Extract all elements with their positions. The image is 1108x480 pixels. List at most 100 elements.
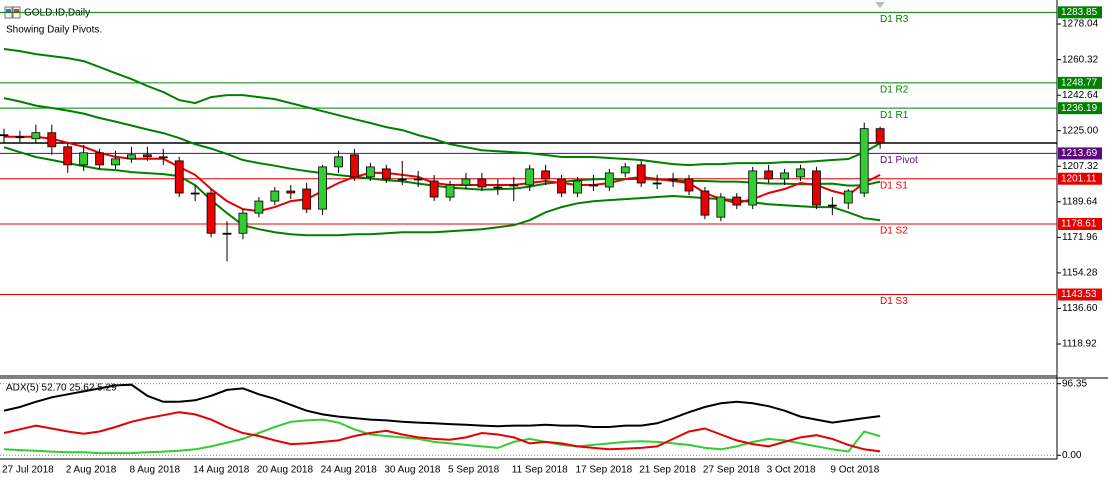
indicator-label: ADX(5) 52.70 25.62 5.29 (6, 383, 117, 394)
x-tick-label: 30 Aug 2018 (384, 465, 441, 476)
candle-body (365, 166, 375, 178)
candle-body (270, 190, 280, 202)
icon-part (14, 9, 19, 13)
indicator-line (3, 48, 881, 167)
price-box-label: 1201.11 (1061, 173, 1097, 184)
indicator-line (3, 383, 881, 428)
candle-body (732, 196, 742, 206)
x-tick-label: 14 Aug 2018 (193, 465, 250, 476)
candle-body (381, 168, 391, 180)
candle-body (859, 128, 869, 194)
candle-body (334, 156, 343, 168)
candle-body (477, 178, 487, 188)
price-box (1058, 76, 1102, 89)
x-tick-label: 2 Aug 2018 (66, 465, 117, 476)
candle-body (573, 180, 582, 194)
x-tick-label: 9 Oct 2018 (830, 465, 879, 476)
x-tick-label: 11 Sep 2018 (512, 465, 568, 476)
candle-body (302, 188, 312, 210)
candle-body (15, 136, 25, 139)
candle-body (764, 170, 774, 180)
y-tick-label: 1189.64 (1062, 196, 1098, 207)
price-box (1058, 217, 1102, 230)
candle-body (79, 152, 89, 166)
x-tick-label: 27 Sep 2018 (703, 465, 760, 476)
candle-body (604, 172, 614, 188)
x-tick-label: 27 Jul 2018 (2, 465, 54, 476)
y-tick-label: 1207.32 (1062, 161, 1099, 172)
candle-body (222, 232, 232, 235)
candle-body (127, 154, 136, 160)
price-box (1058, 172, 1102, 185)
candle-body (589, 184, 598, 187)
x-tick-label: 21 Sep 2018 (639, 465, 696, 476)
candle-body (350, 154, 359, 178)
price-box-label: 1213.69 (1061, 148, 1098, 159)
price-box (1058, 102, 1102, 115)
candle-body (700, 190, 710, 216)
pivot-label: D1 Pivot (880, 155, 918, 166)
candle-body (461, 178, 471, 186)
candle-body (843, 190, 853, 204)
x-tick-label: 17 Sep 2018 (575, 465, 632, 476)
candle-body (142, 154, 152, 158)
pivot-label: D1 S3 (880, 296, 908, 307)
price-box (1058, 288, 1102, 301)
pivot-label: D1 R2 (880, 85, 909, 96)
candle-body (668, 178, 678, 181)
candle-body (206, 192, 216, 234)
price-box-label: 1143.53 (1061, 289, 1097, 300)
pivot-label: D1 R1 (880, 110, 909, 121)
candle-body (31, 132, 41, 140)
candle-body (413, 178, 423, 181)
candle-body (445, 184, 455, 198)
candle-body (684, 178, 694, 192)
shift-marker (875, 2, 885, 8)
candle-body (557, 178, 566, 194)
candle-body (63, 146, 73, 166)
indicator-line (3, 97, 881, 191)
x-tick-label: 24 Aug 2018 (321, 465, 378, 476)
candle-body (636, 164, 646, 184)
chart-title: GOLD.ID,Daily (24, 8, 90, 19)
candle-body (190, 192, 200, 195)
icon-part (6, 9, 11, 13)
price-box-label: 1283.85 (1061, 7, 1098, 18)
candle-body (620, 166, 630, 174)
y-tick-label: 1260.32 (1062, 54, 1099, 65)
indicator-line (3, 418, 881, 455)
candle-body (95, 152, 104, 166)
pivot-label: D1 S1 (880, 180, 908, 191)
candle-body (509, 184, 519, 187)
x-tick-label: 3 Oct 2018 (767, 465, 816, 476)
y-tick-label: 1242.64 (1062, 90, 1099, 101)
candle-body (0, 134, 9, 137)
candle-body (318, 166, 328, 210)
price-box (1058, 6, 1102, 19)
candle-body (286, 190, 296, 194)
candle-body (780, 172, 789, 180)
candle-body (158, 156, 168, 159)
y-tick-label: 1225.00 (1062, 125, 1099, 136)
candle-body (254, 200, 264, 214)
candle-body (397, 178, 407, 181)
candle-body (47, 132, 57, 148)
indicator-line (3, 411, 881, 453)
candle-body (429, 180, 439, 198)
candle-body (827, 204, 837, 207)
price-box (1058, 147, 1102, 160)
x-tick-label: 8 Aug 2018 (129, 465, 180, 476)
price-box-label: 1178.61 (1061, 219, 1097, 230)
y-tick-label: 1154.28 (1062, 268, 1098, 279)
pivot-label: D1 R3 (880, 14, 909, 25)
candle-body (812, 170, 821, 206)
y-tick-label: 1278.04 (1062, 19, 1099, 30)
candle-body (493, 186, 503, 189)
candle-body (525, 168, 535, 186)
y-tick-label: 0.00 (1062, 450, 1082, 461)
candle-body (174, 160, 184, 194)
price-box-label: 1236.19 (1061, 103, 1098, 114)
y-tick-label: 1118.92 (1062, 339, 1097, 350)
